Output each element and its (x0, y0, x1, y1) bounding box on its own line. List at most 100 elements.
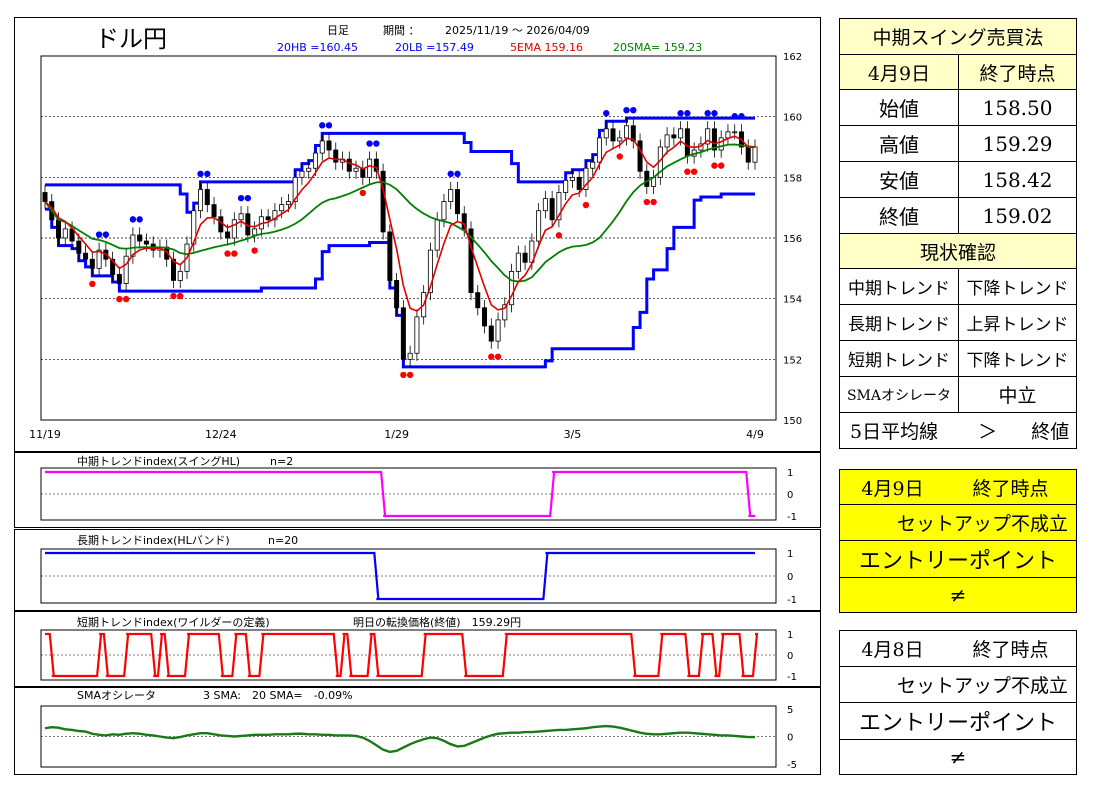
candle-body (387, 231, 393, 281)
swing-high-dot (129, 216, 137, 223)
swing-low-dot (488, 353, 495, 360)
y-tick-label: -1 (787, 672, 797, 683)
date-cell: 4月9日 (839, 54, 959, 90)
long-trend-line (45, 551, 755, 601)
candle-body (143, 240, 149, 245)
y-tick-label: 1 (787, 549, 793, 560)
prev-date: 4月8日 (839, 630, 945, 667)
swing-low-dot (555, 232, 563, 239)
ema5-line (44, 135, 756, 313)
hb-band-line (45, 116, 755, 214)
open-label: 始値 (839, 89, 959, 126)
long-trend-panel: 長期トレンドindex(HLバンド) n=20 1 0 -1 (14, 529, 821, 611)
y-tick-label: 5 (787, 705, 793, 716)
candle-body (380, 170, 386, 233)
sma-osc-extra: 3 SMA: 20 SMA= -0.09% (203, 689, 353, 702)
swing-high-dot (731, 113, 738, 120)
candle-body (400, 307, 406, 360)
period-range: 2025/11/19 ～ 2026/04/09 (445, 24, 590, 37)
low-label: 安値 (839, 161, 959, 198)
candle-body (123, 255, 129, 284)
swing-high-dot (366, 140, 373, 147)
y-tick-label: 160 (783, 113, 802, 124)
candle-body (563, 179, 569, 193)
candle-body (211, 204, 217, 218)
timeframe-label: 日足 (327, 24, 349, 37)
candle-body (752, 146, 758, 163)
candle-body (394, 280, 400, 309)
swing-info-table: 中期スイング売買法 4月9日 終了時点 始値 158.50 高値 159.29 安値… (839, 18, 1077, 449)
swing-high-dot (684, 110, 691, 117)
swing-low-dot (231, 250, 238, 257)
candle-body (319, 140, 325, 154)
candle-body (130, 234, 136, 257)
candle-body (252, 228, 258, 236)
swing-high-dot (204, 170, 211, 178)
candle-body (542, 198, 548, 212)
y-tick-label: -1 (787, 512, 797, 523)
chart-title: ドル円 (95, 25, 167, 53)
swing-low-dot (717, 162, 725, 169)
candle-body (198, 189, 204, 212)
candle-body (312, 152, 318, 169)
close-value: 159.02 (958, 197, 1077, 234)
swing-low-dot (400, 371, 407, 379)
swing-high-dot (95, 231, 103, 238)
candle-body (83, 252, 89, 260)
today-setup-table: 4月9日 終了時点 セットアップ不成立 エントリーポイント ≠ (839, 469, 1077, 613)
candle-body (515, 252, 521, 272)
candle-body (373, 158, 379, 172)
sma-osc-cell-label: SMAオシレータ (839, 376, 959, 413)
swing-low-dot (690, 168, 698, 175)
candle-body (461, 213, 467, 230)
ema-value: 5EMA 159.16 (510, 41, 583, 54)
candle-body (522, 252, 528, 263)
swing-low-dot (359, 189, 367, 197)
swing-low-dot (406, 371, 414, 379)
candle-body (346, 158, 352, 172)
long-trend-cell-label: 長期トレンド (839, 304, 959, 341)
candle-body (204, 189, 210, 206)
prev-setup-table: 4月8日 終了時点 セットアップ不成立 エントリーポイント ≠ (839, 630, 1077, 775)
period-label: 期間 ： (383, 24, 420, 37)
candle-body (488, 325, 494, 342)
prev-sym: ≠ (839, 739, 1077, 775)
candle-body (137, 234, 143, 242)
swing-high-dot (711, 110, 718, 117)
sma-osc-cell-value: 中立 (958, 376, 1077, 413)
candle-body (502, 304, 508, 321)
candle-body (644, 170, 650, 187)
swing-high-dot (630, 106, 637, 114)
y-tick-label: 0 (787, 572, 793, 583)
low-value: 158.42 (958, 161, 1077, 198)
short-trend-cell-value: 下降トレンド (958, 340, 1077, 377)
candle-body (711, 128, 717, 151)
candle-body (671, 134, 677, 139)
candle-body (306, 167, 312, 172)
short-trend-chart: 短期トレンドindex(ワイルダーの定義) 明日の転換価格(終値) 159.29… (40, 615, 797, 683)
today-entry: エントリーポイント (839, 540, 1077, 578)
status-cell: 終了時点 (958, 54, 1077, 90)
high-label: 高値 (839, 125, 959, 162)
candle-body (684, 128, 690, 157)
swing-low-dot (650, 198, 657, 206)
y-tick-label: 156 (783, 234, 802, 245)
swing-high-dot (373, 140, 380, 147)
prev-entry: エントリーポイント (839, 702, 1077, 740)
candle-body (624, 125, 630, 139)
prev-status: 終了時点 (945, 630, 1077, 667)
swing-low-dot (616, 153, 623, 160)
candle-body (454, 189, 460, 215)
lb-band-line (45, 192, 755, 369)
long-trend-chart: 長期トレンドindex(HLバンド) n=20 1 0 -1 (40, 534, 797, 606)
swing-high-dot (136, 216, 143, 223)
today-sym: ≠ (839, 577, 1077, 613)
mid-trend-chart: 中期トレンドindex(スイングHL) n=2 1 0 -1 (40, 454, 797, 523)
candle-body (238, 213, 244, 221)
swing-high-dot (623, 106, 630, 114)
candle-body (177, 270, 183, 281)
short-trend-panel: 短期トレンドindex(ワイルダーの定義) 明日の転換価格(終値) 159.29… (14, 611, 821, 687)
ma-sym: ＞ (978, 421, 998, 443)
candle-body (569, 176, 575, 181)
swing-low-dot (170, 292, 177, 300)
